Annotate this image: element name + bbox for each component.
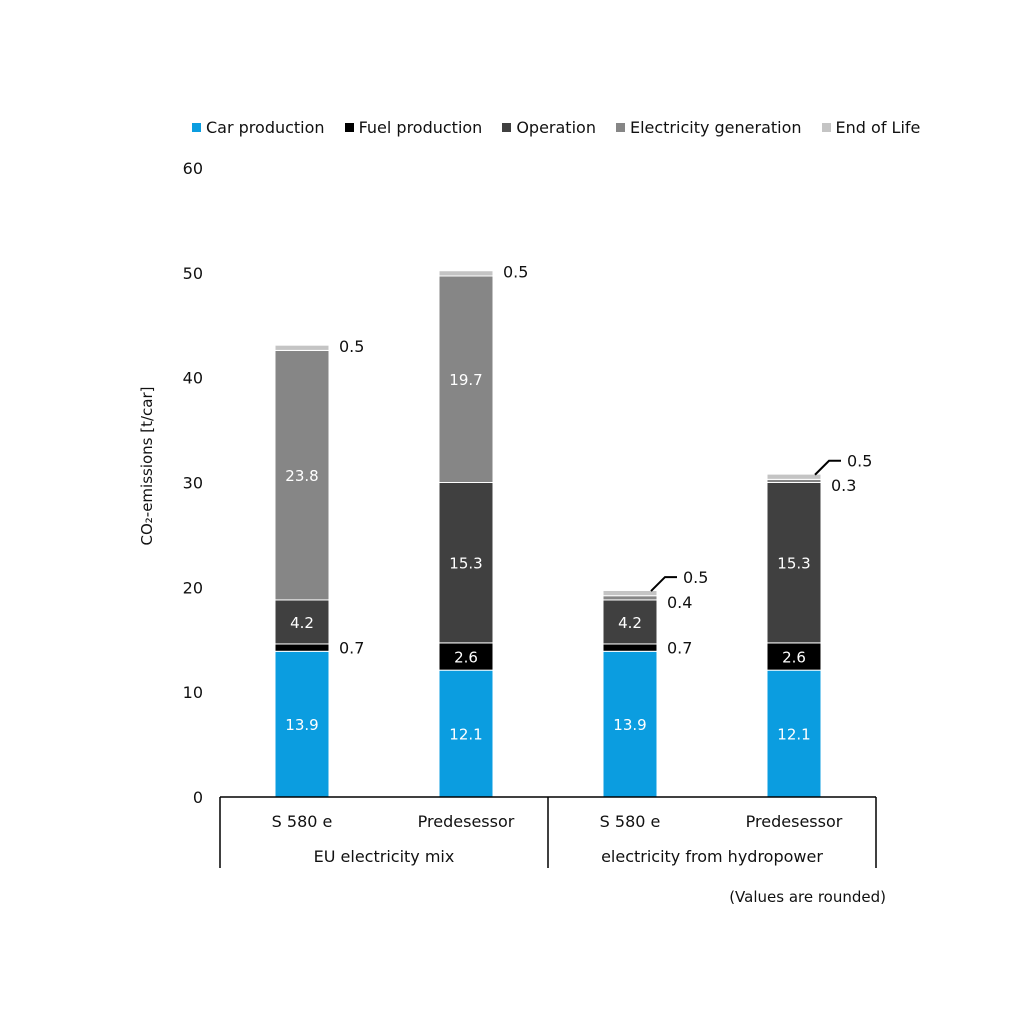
legend-swatch (821, 123, 831, 132)
data-label: 0.7 (667, 639, 692, 658)
bar-segment-operation (274, 599, 330, 645)
data-label: 23.8 (285, 467, 318, 485)
rounding-note: (Values are rounded) (729, 888, 886, 906)
y-tick-label: 0 (193, 788, 203, 807)
y-tick-label: 40 (183, 369, 203, 388)
data-label: 2.6 (782, 649, 806, 667)
legend-swatch (502, 123, 512, 132)
legend-label: Operation (516, 118, 596, 137)
x-tick-label: Predesessor (418, 812, 515, 831)
group-label: electricity from hydropower (601, 847, 823, 866)
legend-swatch (344, 123, 354, 132)
legend-item-operation: Operation (502, 118, 596, 137)
y-tick-label: 10 (183, 683, 203, 702)
data-label: 13.9 (613, 716, 646, 734)
data-label: 15.3 (449, 555, 482, 573)
x-tick-label: S 580 e (272, 812, 333, 831)
bar-segment-end-of-life (602, 589, 658, 597)
data-label: 0.4 (667, 593, 692, 612)
bar-segment-end-of-life (766, 473, 822, 480)
legend-swatch (192, 123, 201, 132)
leader-line (650, 576, 677, 592)
bar-segment-car-production (766, 669, 822, 798)
legend-item-car-production: Car production (192, 118, 325, 137)
data-label: 0.5 (683, 568, 708, 587)
legend-label: End of Life (835, 118, 921, 137)
bar-segment-operation (438, 482, 494, 644)
data-label: 0.3 (831, 476, 856, 495)
data-label: 0.7 (339, 639, 364, 658)
data-label: 13.9 (285, 716, 318, 734)
bar-segment-fuel-production (438, 642, 494, 671)
bar-segment-operation (766, 482, 822, 644)
bar-segment-fuel-production (766, 642, 822, 671)
legend-item-fuel-production: Fuel production (344, 118, 483, 137)
y-tick-label: 30 (183, 474, 203, 493)
data-label: 0.5 (847, 452, 872, 471)
legend-label: Fuel production (358, 118, 483, 137)
bar-segment-electricity-generation (274, 349, 330, 601)
bar-segment-end-of-life (438, 270, 494, 277)
bar-segment-fuel-production (274, 643, 330, 652)
legend: Car production Fuel production Operation El… (192, 118, 940, 137)
x-tick-label: S 580 e (600, 812, 661, 831)
data-label: 12.1 (449, 726, 482, 744)
bar-segment-car-production (438, 669, 494, 798)
data-label: 15.3 (777, 555, 810, 573)
data-label: 0.5 (503, 262, 528, 281)
y-tick-label: 60 (183, 159, 203, 178)
bar-segment-fuel-production (602, 643, 658, 652)
legend-swatch (615, 123, 625, 132)
data-label: 12.1 (777, 726, 810, 744)
y-tick-label: 20 (183, 578, 203, 597)
x-tick-label: Predesessor (746, 812, 843, 831)
bar-segment-electricity-generation (438, 275, 494, 483)
legend-label: Car production (206, 118, 325, 137)
bar-segment-electricity-generation (602, 595, 658, 601)
bar-segment-car-production (602, 650, 658, 798)
legend-item-end-of-life: End of Life (821, 118, 921, 137)
data-label: 4.2 (618, 614, 642, 632)
data-label: 4.2 (290, 614, 314, 632)
leader-line (814, 459, 841, 476)
data-label: 19.7 (449, 371, 482, 389)
y-tick-label: 50 (183, 264, 203, 283)
bar-segment-operation (602, 599, 658, 645)
bar-segment-end-of-life (274, 344, 330, 351)
data-label: 2.6 (454, 649, 478, 667)
group-label: EU electricity mix (314, 847, 455, 866)
legend-label: Electricity generation (629, 118, 802, 137)
legend-item-electricity-generation: Electricity generation (615, 118, 802, 137)
data-label: 0.5 (339, 337, 364, 356)
